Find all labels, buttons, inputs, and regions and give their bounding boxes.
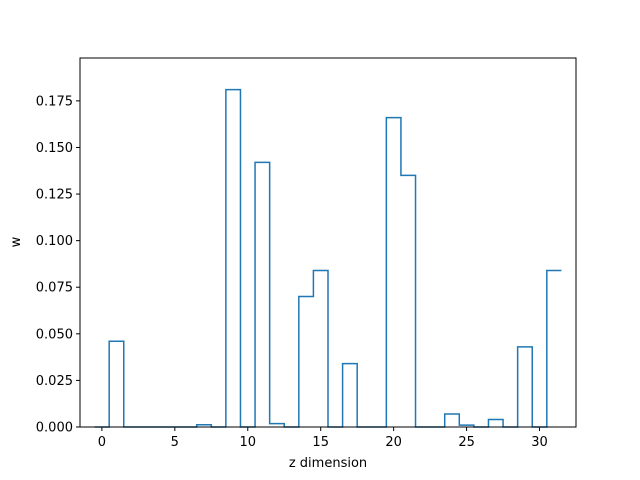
y-axis-label: w [9, 236, 24, 247]
y-tick-label: 0.000 [36, 421, 73, 436]
x-tick-label: 15 [312, 435, 329, 450]
x-tick-label: 10 [239, 435, 256, 450]
y-tick-label: 0.175 [36, 94, 73, 109]
x-tick-label: 30 [531, 435, 548, 450]
y-tick-label: 0.150 [36, 141, 73, 156]
y-tick-label: 0.075 [36, 281, 73, 296]
y-tick-label: 0.125 [36, 188, 73, 203]
x-tick-label: 25 [458, 435, 475, 450]
x-axis-ticks: 0 5 10 15 20 25 30 [98, 427, 548, 450]
y-axis-ticks: 0.000 0.025 0.050 0.075 0.100 0.125 0.150 0.175 [36, 94, 80, 436]
plot-frame [79, 57, 577, 428]
y-tick-label: 0.100 [36, 234, 73, 249]
y-tick-label: 0.025 [36, 374, 73, 389]
x-tick-label: 5 [171, 435, 179, 450]
x-tick-label: 20 [385, 435, 402, 450]
x-axis-label: z dimension [289, 456, 367, 471]
y-tick-label: 0.050 [36, 327, 73, 342]
x-tick-label: 0 [98, 435, 106, 450]
